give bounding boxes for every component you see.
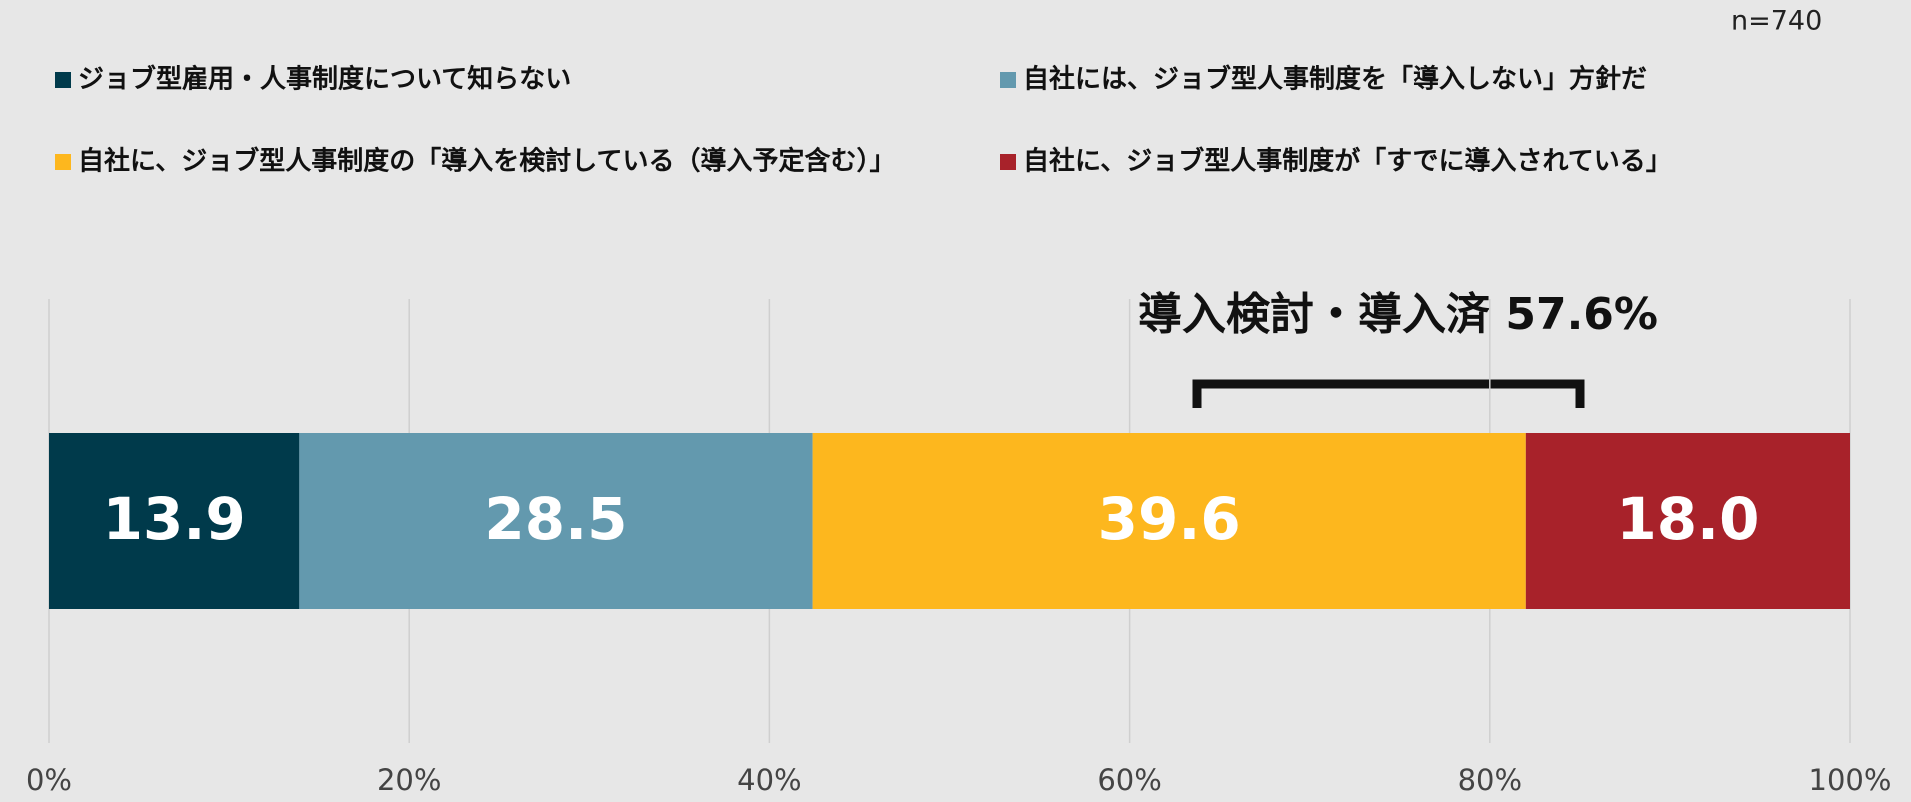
bar-segment (1525, 433, 1850, 609)
bracket (1192, 379, 1585, 408)
bar-segment (49, 433, 300, 609)
legend-marker (1000, 154, 1016, 170)
data-label: 39.6 (1098, 485, 1241, 553)
x-tick-label: 20% (377, 763, 441, 797)
sample-size: n=740 (1731, 6, 1822, 37)
data-label: 13.9 (103, 485, 246, 553)
annotation: 導入検討・導入済 57.6% (1138, 289, 1658, 340)
x-tick-label: 60% (1097, 763, 1161, 797)
legend-marker (55, 154, 71, 170)
x-tick-label: 40% (737, 763, 801, 797)
legend-label: 自社には、ジョブ型人事制度を「導入しない」方針だ (1023, 64, 1647, 95)
data-label: 28.5 (484, 485, 627, 553)
x-tick-label: 0% (26, 763, 72, 797)
x-tick-label: 100% (1809, 763, 1892, 797)
legend-label: 自社に、ジョブ型人事制度が「すでに導入されている」 (1023, 146, 1672, 177)
legend-label: ジョブ型雇用・人事制度について知らない (78, 64, 571, 95)
bar-segment (812, 433, 1526, 609)
bar-segment (299, 433, 813, 609)
data-label: 18.0 (1616, 485, 1759, 553)
x-tick-label: 80% (1458, 763, 1522, 797)
legend-label: 自社に、ジョブ型人事制度の「導入を検討している（導入予定含む）」 (78, 146, 895, 177)
legend-marker (1000, 72, 1016, 88)
legend-marker (55, 72, 71, 88)
